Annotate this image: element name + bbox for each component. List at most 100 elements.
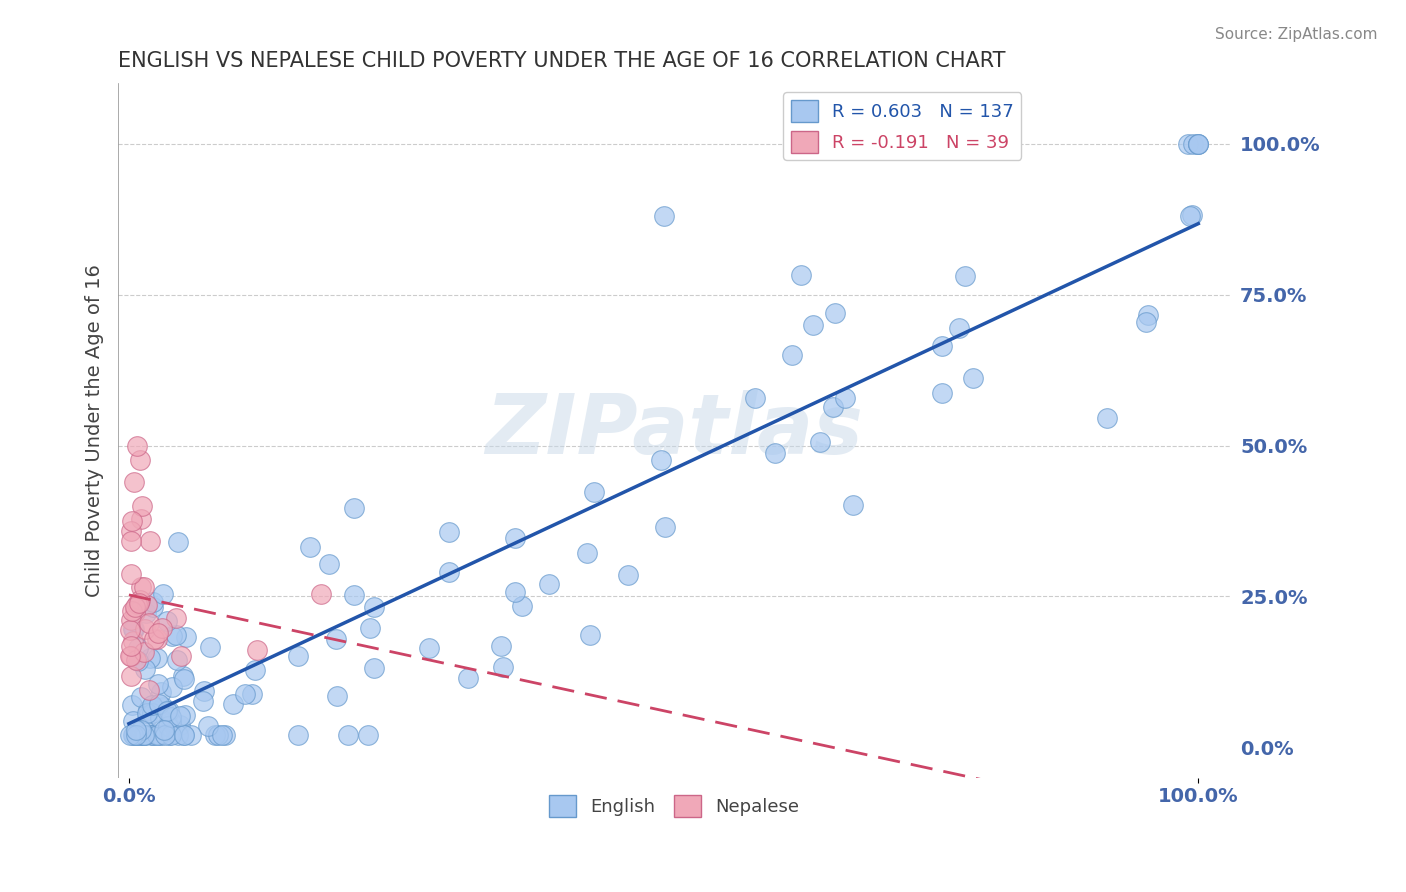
English xyxy=(169,709,191,723)
English xyxy=(127,641,149,656)
Nepalese xyxy=(121,514,143,528)
English xyxy=(1135,315,1157,329)
English xyxy=(808,435,831,450)
Nepalese xyxy=(120,533,142,548)
Nepalese xyxy=(131,499,153,513)
English xyxy=(148,728,170,742)
English xyxy=(503,585,526,599)
English xyxy=(150,728,173,742)
English xyxy=(343,501,366,516)
Nepalese xyxy=(132,580,155,594)
English xyxy=(801,318,824,332)
English xyxy=(336,728,359,742)
English xyxy=(214,728,236,742)
English xyxy=(160,680,183,694)
English xyxy=(129,728,152,742)
English xyxy=(198,640,221,654)
Nepalese xyxy=(128,453,150,467)
English xyxy=(1178,209,1201,223)
English xyxy=(326,689,349,703)
English xyxy=(166,653,188,667)
Nepalese xyxy=(139,533,162,548)
English xyxy=(135,606,157,620)
Nepalese xyxy=(127,438,149,452)
Nepalese xyxy=(138,683,160,698)
English xyxy=(180,728,202,742)
English xyxy=(654,520,676,534)
English xyxy=(127,654,149,668)
English xyxy=(650,453,672,467)
English xyxy=(134,728,156,742)
English xyxy=(457,671,479,685)
English xyxy=(150,685,173,699)
Nepalese xyxy=(246,643,269,657)
English xyxy=(744,392,766,406)
English xyxy=(136,702,159,716)
English xyxy=(152,723,174,737)
Nepalese xyxy=(170,648,193,663)
English xyxy=(141,727,163,741)
English xyxy=(287,728,309,742)
English xyxy=(318,558,340,572)
English xyxy=(437,524,460,539)
English xyxy=(160,710,183,724)
Nepalese xyxy=(134,622,156,636)
Nepalese xyxy=(125,598,148,612)
Text: Source: ZipAtlas.com: Source: ZipAtlas.com xyxy=(1215,27,1378,42)
English xyxy=(359,621,381,635)
English xyxy=(652,209,675,223)
English xyxy=(122,622,145,636)
English xyxy=(142,595,165,609)
Nepalese xyxy=(311,587,333,601)
English xyxy=(148,697,170,711)
English xyxy=(243,663,266,677)
English xyxy=(155,614,177,628)
English xyxy=(141,698,163,713)
English xyxy=(134,662,156,676)
English xyxy=(356,728,378,742)
Nepalese xyxy=(136,598,159,612)
English xyxy=(156,704,179,718)
English xyxy=(287,649,309,664)
English xyxy=(173,708,195,723)
English xyxy=(576,546,599,560)
English xyxy=(149,711,172,725)
English xyxy=(1136,308,1159,322)
Nepalese xyxy=(120,524,142,538)
English xyxy=(582,485,605,500)
English xyxy=(152,587,174,601)
English xyxy=(193,694,215,708)
English xyxy=(121,698,143,713)
English xyxy=(437,565,460,579)
Legend: English, Nepalese: English, Nepalese xyxy=(541,788,807,824)
Nepalese xyxy=(122,475,145,489)
Nepalese xyxy=(138,615,160,630)
English xyxy=(931,338,953,352)
English xyxy=(211,728,233,742)
English xyxy=(165,628,187,642)
Nepalese xyxy=(128,592,150,607)
Nepalese xyxy=(121,634,143,648)
English xyxy=(167,535,190,549)
English xyxy=(418,640,440,655)
English xyxy=(157,728,180,742)
English xyxy=(125,728,148,742)
English xyxy=(299,540,322,554)
Nepalese xyxy=(146,625,169,640)
English xyxy=(146,728,169,742)
Nepalese xyxy=(120,640,142,654)
English xyxy=(824,306,846,320)
Y-axis label: Child Poverty Under the Age of 16: Child Poverty Under the Age of 16 xyxy=(86,264,104,597)
English xyxy=(240,688,263,702)
English xyxy=(157,719,180,733)
English xyxy=(616,568,638,582)
English xyxy=(1181,136,1204,151)
Nepalese xyxy=(120,649,142,664)
English xyxy=(159,714,181,729)
English xyxy=(821,401,844,415)
English xyxy=(505,531,527,545)
English xyxy=(142,600,165,615)
Nepalese xyxy=(145,632,167,647)
English xyxy=(931,386,953,401)
English xyxy=(173,728,195,742)
